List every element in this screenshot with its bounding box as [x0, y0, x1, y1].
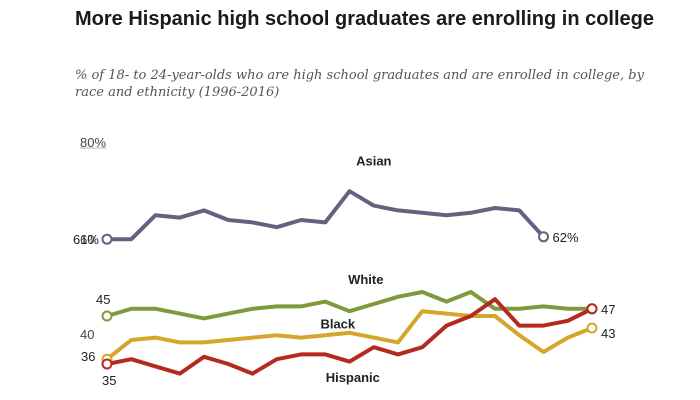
end-marker-hispanic: [586, 303, 598, 315]
end-label-hispanic: 47: [601, 302, 615, 317]
series-name-hispanic: Hispanic: [326, 370, 380, 385]
series-layer: [101, 189, 598, 376]
start-label-asian: 61%: [73, 232, 99, 247]
start-label-hispanic: 35: [102, 373, 116, 388]
end-label-black: 43: [601, 326, 615, 341]
end-marker-black: [586, 322, 598, 334]
start-label-white: 45: [96, 292, 110, 307]
series-name-asian: Asian: [356, 154, 391, 169]
end-marker-asian: [538, 231, 549, 243]
start-marker-asian: [101, 233, 113, 245]
start-marker-white: [101, 310, 113, 322]
series-line-asian: [105, 189, 546, 242]
end-label-asian: 62%: [553, 230, 579, 245]
series-name-black: Black: [320, 317, 355, 332]
start-marker-hispanic: [101, 358, 113, 370]
series-line-black: [105, 309, 594, 362]
label-layer: Asian White Black Hispanic 61% 62% 45 36…: [73, 154, 616, 388]
y-tick-label-80: 80%: [80, 135, 106, 150]
series-name-white: White: [348, 272, 383, 287]
chart-subtitle: % of 18- to 24-year-olds who are high sc…: [75, 68, 644, 100]
start-label-black: 36: [81, 349, 95, 364]
y-tick-label-40: 40: [80, 327, 94, 342]
series-line-hispanic: [105, 297, 594, 376]
chart-title: More Hispanic high school graduates are …: [75, 8, 655, 30]
series-line-white: [105, 290, 594, 321]
y-tick-label-60: 60: [80, 232, 94, 247]
